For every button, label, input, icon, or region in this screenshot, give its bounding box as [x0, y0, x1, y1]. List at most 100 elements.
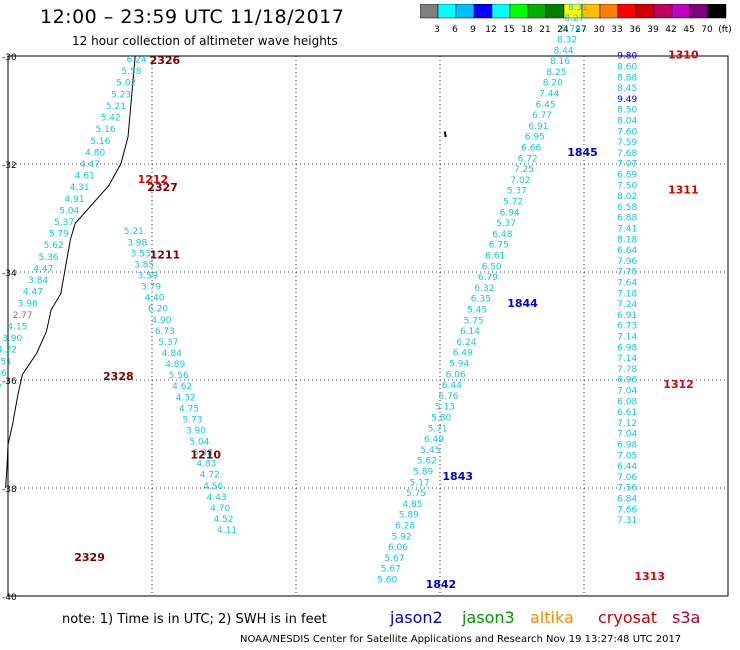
swh-value-label: 6.35 — [471, 295, 491, 305]
legend-jason2: jason2 — [390, 608, 443, 627]
swh-value-label: 8.79 — [561, 25, 581, 35]
swh-value-label: 6.14 — [460, 327, 480, 337]
colorbar-tick: 27 — [575, 25, 586, 35]
swh-value-label: 5.37 — [54, 218, 74, 228]
swh-value-label: 6.73 — [617, 322, 637, 332]
swh-value-label: 6.76 — [438, 392, 458, 402]
swh-value-label: 5.37 — [496, 219, 516, 229]
y-tick-label: -38 — [2, 485, 17, 495]
swh-value-label: 7.96 — [617, 257, 637, 267]
swh-value-label: 8.32 — [557, 36, 577, 46]
y-tick-label: -36 — [2, 377, 17, 387]
pass-time-label: 1313 — [634, 570, 665, 583]
swh-value-label: 6.84 — [617, 495, 637, 505]
swh-value-label: 7.12 — [617, 419, 637, 429]
pass-time-label: 1845 — [567, 146, 598, 159]
swh-value-label: 6.49 — [424, 435, 444, 445]
colorbar-tick: 18 — [521, 25, 533, 35]
swh-value-label: 5.56 — [169, 371, 189, 381]
swh-value-label: 6.91 — [617, 311, 637, 321]
swh-value-label: 5.16 — [90, 137, 110, 147]
pass-time-label: 1844 — [507, 297, 538, 310]
swh-value-label: 5.37 — [507, 187, 527, 197]
swh-value-label: 4.52 — [214, 515, 234, 525]
swh-value-label: 7.50 — [617, 181, 637, 191]
swh-value-label: 3.53 — [131, 249, 151, 259]
swh-value-label: 3.90 — [2, 334, 22, 344]
swh-value-label: 7.04 — [617, 430, 637, 440]
swh-value-label: 3.85 — [134, 260, 154, 270]
swh-value-label: 5.89 — [413, 468, 433, 478]
colorbar-tick: 9 — [470, 25, 476, 35]
swh-value-label: 6.72 — [518, 154, 538, 164]
swh-value-label: 8.45 — [617, 84, 637, 94]
swh-value-label: 7.75 — [617, 268, 637, 278]
swh-value-label: 6.64 — [617, 246, 637, 256]
swh-value-label: 4.56 — [203, 482, 223, 492]
swh-value-label: 5.72 — [503, 198, 523, 208]
swh-value-label: 6.66 — [521, 144, 541, 154]
pass-time-label: 1843 — [442, 470, 473, 483]
swh-value-label: 6.58 — [617, 203, 637, 213]
swh-value-label: 5.21 — [124, 227, 144, 237]
legend-jason3: jason3 — [462, 608, 515, 627]
swh-value-label: 4.80 — [85, 148, 105, 158]
swh-value-label: 7.31 — [617, 516, 637, 526]
pass-time-label: 1210 — [190, 448, 221, 461]
swh-value-label: 4.85 — [402, 500, 422, 510]
swh-value-label: 5.38 — [193, 449, 213, 459]
swh-value-label: 2.77 — [13, 311, 33, 321]
swh-value-label: 4.31 — [70, 183, 90, 193]
pass-time-label: 1312 — [663, 378, 694, 391]
legend-altika: altika — [530, 608, 574, 627]
swh-value-label: 7.05 — [617, 451, 637, 461]
colorbar-tick: 36 — [629, 25, 641, 35]
colorbar-tick: 6 — [452, 25, 458, 35]
swh-value-label: 7.14 — [617, 354, 637, 364]
swh-value-label: 6.20 — [148, 305, 168, 315]
swh-value-label: 5.75 — [464, 316, 484, 326]
swh-value-label: 7.59 — [617, 138, 637, 148]
swh-value-label: 4.83 — [196, 460, 216, 470]
pass-time-label: 1212 — [138, 173, 169, 186]
swh-value-label: 7.41 — [617, 225, 637, 235]
colorbar-tick: 33 — [611, 25, 622, 35]
swh-value-label: 5.04 — [59, 206, 79, 216]
swh-value-label: 5.02 — [116, 79, 136, 89]
pass-time-label: 2327 — [147, 181, 178, 194]
swh-value-label: 6.50 — [482, 262, 502, 272]
swh-value-label: 4.32 — [176, 393, 196, 403]
colorbar-tick: 39 — [647, 25, 659, 35]
swh-value-label: 8.25 — [546, 68, 566, 78]
swh-value-label: 8.16 — [550, 57, 570, 67]
y-tick-label: -40 — [2, 593, 17, 603]
coastline — [5, 55, 136, 489]
swh-value-label: 6.95 — [525, 133, 545, 143]
swh-value-label: 6.51 — [0, 357, 12, 367]
swh-value-label: 5.67 — [384, 554, 404, 564]
swh-value-label: 6.44 — [617, 462, 637, 472]
island-mark — [443, 131, 447, 138]
swh-value-label: 4.11 — [217, 526, 237, 536]
swh-value-label: 4.15 — [7, 323, 27, 333]
credit-line: NOAA/NESDIS Center for Satellite Applica… — [240, 634, 682, 645]
swh-value-label: 6.79 — [478, 273, 498, 283]
swh-value-label: 5.13 — [435, 403, 455, 413]
pass-time-label: 1310 — [668, 49, 699, 62]
swh-value-label: 5.04 — [189, 438, 209, 448]
swh-value-label: 6.98 — [617, 343, 637, 353]
swh-value-label: 4.84 — [162, 349, 182, 359]
swh-value-label: 7.04 — [617, 387, 637, 397]
colorbar-tick: 30 — [593, 25, 605, 35]
swh-value-label: 7.24 — [617, 300, 637, 310]
swh-value-label: 7.78 — [617, 365, 637, 375]
swh-value-label: 4.47 — [23, 288, 43, 298]
swh-value-label: 8.27 — [564, 14, 584, 24]
colorbar-tick: 15 — [503, 25, 514, 35]
swh-value-label: 6.24 — [127, 55, 147, 65]
swh-value-label: 6.73 — [155, 327, 175, 337]
swh-value-label: 8.04 — [617, 117, 637, 127]
swh-value-label: 8.18 — [617, 235, 637, 245]
swh-value-label: 9.49 — [617, 95, 637, 105]
swh-value-label: 4.47 — [80, 160, 100, 170]
